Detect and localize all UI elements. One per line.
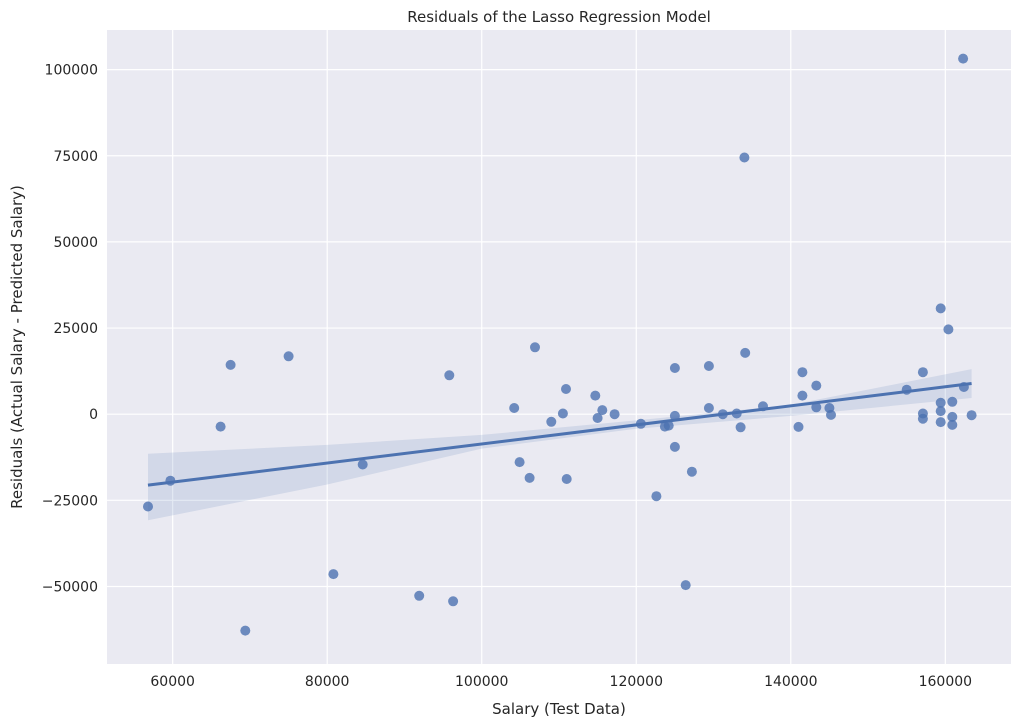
scatter-point [669, 441, 680, 452]
scatter-point [917, 367, 928, 378]
scatter-point [739, 152, 750, 163]
regression-line [147, 382, 972, 487]
x-tick-label: 140000 [764, 674, 817, 690]
scatter-point [561, 474, 572, 484]
scatter-point [597, 405, 608, 416]
scatter-point [935, 397, 946, 408]
scatter-point [947, 396, 958, 407]
y-axis-label: Residuals (Actual Salary - Predicted Sal… [8, 185, 26, 509]
scatter-point [811, 380, 822, 391]
chart-title: Residuals of the Lasso Regression Model [407, 8, 711, 26]
x-tick-label: 100000 [455, 674, 508, 690]
scatter-point [561, 384, 571, 394]
x-axis-label: Salary (Test Data) [492, 700, 626, 718]
scatter-point [958, 382, 969, 392]
x-tick-label: 160000 [919, 674, 972, 690]
y-tick-label: 25000 [53, 321, 98, 337]
scatter-point [669, 410, 680, 421]
scatter-point [740, 347, 751, 358]
scatter-point [935, 417, 946, 428]
scatter-point [663, 420, 674, 431]
y-axis-ticks: −50000 −25000 0 25000 50000 75000 100000 [42, 63, 98, 596]
scatter-point [669, 363, 680, 373]
scatter-point [514, 457, 525, 468]
scatter-point [240, 625, 251, 636]
scatter-point [557, 408, 568, 419]
plot-area [107, 30, 1011, 664]
scatter-point [635, 418, 646, 429]
scatter-point [651, 491, 662, 502]
x-tick-label: 60000 [150, 674, 195, 690]
scatter-point [797, 390, 808, 401]
y-tick-label: 0 [89, 407, 98, 423]
scatter-point [165, 475, 176, 486]
scatter-point [943, 324, 954, 335]
scatter-point [966, 410, 977, 421]
scatter-point [524, 472, 535, 483]
scatter-point [444, 370, 455, 381]
scatter-point [735, 422, 746, 433]
scatter-point [283, 351, 294, 362]
scatter-point [328, 569, 339, 580]
y-tick-label: −50000 [42, 579, 98, 595]
scatter-point [731, 408, 742, 419]
scatter-point [414, 590, 425, 601]
scatter-point [797, 367, 808, 378]
fit-line-layer [147, 382, 972, 487]
y-tick-label: 100000 [45, 63, 98, 79]
scatter-point [703, 403, 714, 413]
scatter-point [826, 409, 836, 420]
x-tick-label: 120000 [610, 674, 663, 690]
scatter-point [935, 406, 946, 417]
scatter-point [901, 384, 912, 395]
scatter-point [680, 580, 691, 591]
y-tick-label: 75000 [53, 149, 98, 165]
scatter-points [143, 53, 977, 636]
scatter-point [793, 421, 804, 432]
scatter-point [703, 361, 714, 371]
x-tick-label: 80000 [305, 674, 350, 690]
scatter-point [590, 390, 601, 401]
scatter-point [530, 342, 540, 353]
scatter-point [609, 409, 620, 420]
y-tick-label: 50000 [53, 235, 98, 251]
y-tick-label: −25000 [42, 493, 98, 509]
scatter-point [935, 303, 946, 314]
scatter-point [947, 419, 958, 430]
scatter-point [917, 408, 928, 419]
scatter-point [357, 459, 368, 470]
scatter-point [811, 402, 822, 413]
scatter-point [448, 596, 459, 607]
x-axis-ticks: 60000 80000 100000 120000 140000 160000 [150, 674, 972, 690]
scatter-point [509, 403, 520, 413]
scatter-point [686, 466, 697, 477]
scatter-point [143, 501, 153, 512]
scatter-point [215, 421, 226, 432]
scatter-point [592, 413, 603, 423]
scatter-point [947, 411, 958, 422]
scatter-point [958, 53, 969, 64]
scatter-point [225, 359, 236, 370]
scatter-point [717, 409, 728, 420]
scatter-point [546, 416, 557, 427]
scatter-point [758, 401, 768, 412]
